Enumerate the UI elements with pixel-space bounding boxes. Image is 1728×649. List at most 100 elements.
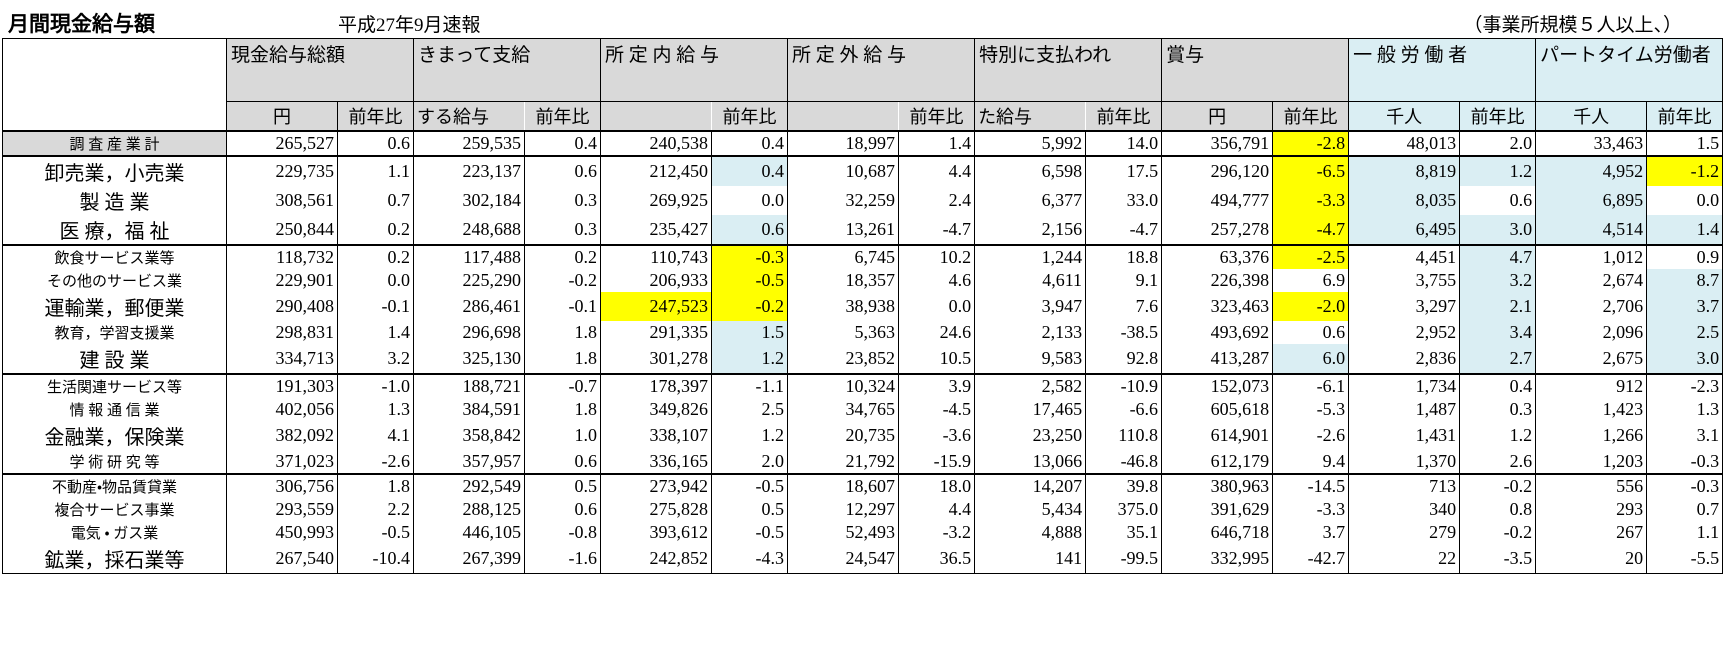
subheader: 前年比 <box>336 101 415 132</box>
cell: -0.2 <box>711 292 789 321</box>
cell: -2.0 <box>1272 292 1350 321</box>
cell: 5,363 <box>787 321 899 344</box>
cell: 3.1 <box>1646 421 1724 450</box>
cell: 24.6 <box>898 321 976 344</box>
cell: -2.8 <box>1272 130 1350 157</box>
cell: 39.8 <box>1085 473 1163 498</box>
cell: 1.8 <box>524 344 602 375</box>
cell: -0.8 <box>524 521 602 544</box>
cell: -10.4 <box>336 544 415 574</box>
cell: 306,756 <box>226 473 338 498</box>
cell: 6,495 <box>1348 215 1460 246</box>
cell: 14.0 <box>1085 130 1163 157</box>
cell: 1.3 <box>336 398 415 421</box>
cell: -3.3 <box>1272 498 1350 521</box>
cell: -0.5 <box>711 521 789 544</box>
cell: 273,942 <box>600 473 712 498</box>
cell: 242,852 <box>600 544 712 574</box>
data-row: 調 査 産 業 計 265,527 0.6 259,535 0.4 240,538 0.4 1… <box>2 130 1724 157</box>
subheader: 前年比 <box>1646 101 1724 132</box>
cell: 5,992 <box>974 130 1086 157</box>
cell: 6,895 <box>1535 186 1647 215</box>
row-label: 建 設 業 <box>2 344 227 375</box>
cell: 33,463 <box>1535 130 1647 157</box>
cell: 18.0 <box>898 473 976 498</box>
title: 月間現金給与額 <box>8 12 155 36</box>
cell: 349,826 <box>600 398 712 421</box>
cell: 259,535 <box>413 130 525 157</box>
cell: 3.2 <box>336 344 415 375</box>
cell: -15.9 <box>898 450 976 475</box>
cell: 3.0 <box>1459 215 1537 246</box>
cell: 1.0 <box>524 421 602 450</box>
cell: 0.4 <box>524 130 602 157</box>
cell: -1.2 <box>1646 155 1724 186</box>
cell: 614,901 <box>1161 421 1273 450</box>
cell: 1.8 <box>524 398 602 421</box>
cell: 265,527 <box>226 130 338 157</box>
cell: 267,399 <box>413 544 525 574</box>
corner-cell <box>2 38 227 132</box>
subheader: 千人 <box>1348 101 1461 132</box>
row-label: 運輸業，郵便業 <box>2 292 227 321</box>
cell: 293 <box>1535 498 1647 521</box>
subheader: 円 <box>226 101 338 132</box>
cell: 1.8 <box>336 473 415 498</box>
cell: -2.3 <box>1646 373 1724 398</box>
cell: -0.5 <box>336 521 415 544</box>
cell: -4.7 <box>898 215 976 246</box>
cell: 5,434 <box>974 498 1086 521</box>
cell: 279 <box>1348 521 1460 544</box>
cell: 36.5 <box>898 544 976 574</box>
cell: -6.6 <box>1085 398 1163 421</box>
subheader: 前年比 <box>524 101 602 132</box>
subheader <box>600 101 712 132</box>
cell: -0.2 <box>1459 473 1537 498</box>
cell: 308,561 <box>226 186 338 215</box>
cell: 247,523 <box>600 292 712 321</box>
row-label: 教育，学習支援業 <box>2 321 227 344</box>
cell: 35.1 <box>1085 521 1163 544</box>
cell: 1,203 <box>1535 450 1647 475</box>
table-body: 現金給与総額 きまって支給所 定 内 給 与所 定 外 給 与特別に支払われ 賞与一… <box>2 38 1724 574</box>
cell: 188,721 <box>413 373 525 398</box>
cell: 17,465 <box>974 398 1086 421</box>
cell: 1.2 <box>711 344 789 375</box>
cell: 3,297 <box>1348 292 1460 321</box>
cell: 275,828 <box>600 498 712 521</box>
cell: 240,538 <box>600 130 712 157</box>
cell: 0.0 <box>898 292 976 321</box>
header-row: 現金給与総額 きまって支給所 定 内 給 与所 定 外 給 与特別に支払われ 賞与一… <box>2 38 1724 132</box>
cell: 3.2 <box>1459 269 1537 292</box>
cell: 1,370 <box>1348 450 1460 475</box>
cell: 296,698 <box>413 321 525 344</box>
cell: 6,598 <box>974 155 1086 186</box>
cell: 1,012 <box>1535 244 1647 269</box>
cell: 0.2 <box>336 244 415 269</box>
cell: 332,995 <box>1161 544 1273 574</box>
cell: 1,244 <box>974 244 1086 269</box>
group-header: パートタイム労働者 <box>1535 38 1724 102</box>
cell: -0.7 <box>524 373 602 398</box>
cell: 191,303 <box>226 373 338 398</box>
group-header: 所 定 外 給 与 <box>787 38 976 102</box>
cell: -1.6 <box>524 544 602 574</box>
cell: 18,607 <box>787 473 899 498</box>
cell: 0.5 <box>711 498 789 521</box>
cell: 38,938 <box>787 292 899 321</box>
cell: 23,250 <box>974 421 1086 450</box>
row-label: その他のサービス業 <box>2 269 227 292</box>
cell: 229,901 <box>226 269 338 292</box>
cell: 0.6 <box>336 130 415 157</box>
cell: 286,461 <box>413 292 525 321</box>
cell: 1,266 <box>1535 421 1647 450</box>
cell: 1.1 <box>336 155 415 186</box>
cell: -0.1 <box>336 292 415 321</box>
cell: 2,706 <box>1535 292 1647 321</box>
cell: 32,259 <box>787 186 899 215</box>
cell: -4.7 <box>1085 215 1163 246</box>
cell: 2.5 <box>711 398 789 421</box>
group-header: 一 般 労 働 者 <box>1348 38 1537 102</box>
row-label: 不動産・物品賃貸業 <box>2 473 227 498</box>
row-label: 生活関連サービス等 <box>2 373 227 398</box>
